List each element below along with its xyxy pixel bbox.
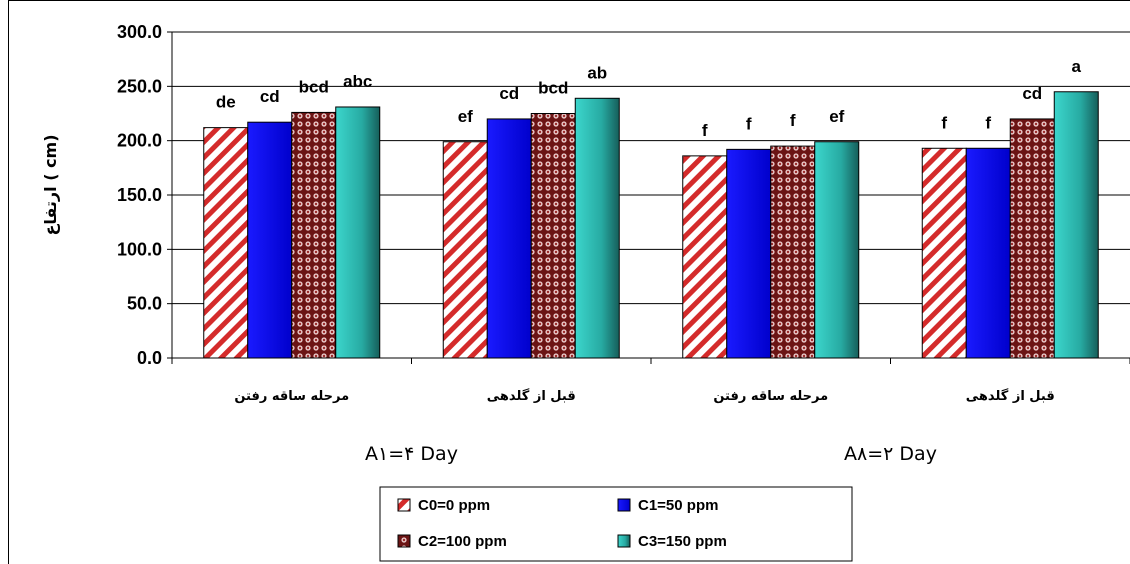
significance-label: f — [790, 111, 796, 130]
bar-c3 — [1053, 91, 1099, 359]
category-label: قبل از گلدهی — [487, 388, 576, 404]
significance-label: abc — [343, 72, 372, 91]
significance-label: cd — [260, 87, 280, 106]
significance-label: f — [746, 114, 752, 133]
chart-frame — [8, 0, 1130, 564]
bar-c1 — [486, 118, 532, 359]
significance-label: cd — [1022, 84, 1042, 103]
category-label: مرحله ساقه رفتن — [234, 389, 349, 404]
group-label: A١=۴ Day — [365, 443, 458, 465]
bar-c1 — [247, 121, 293, 359]
y-tick-label: 0.0 — [137, 348, 162, 368]
legend-label: C0=0 ppm — [418, 497, 490, 514]
legend-swatch — [397, 534, 411, 548]
bar-c0 — [203, 127, 249, 359]
significance-label: ef — [829, 107, 844, 126]
bar-c3 — [335, 106, 381, 359]
significance-label: f — [985, 113, 991, 132]
significance-label: bcd — [299, 77, 329, 96]
y-axis: 0.0 50.0 100.0 150.0 200.0 250.0 300.0 — [117, 22, 173, 368]
y-tick-label: 50.0 — [127, 294, 162, 314]
bars — [203, 91, 1099, 359]
group-label: A٢=٨ Day — [844, 443, 937, 465]
y-tick-label: 100.0 — [117, 239, 162, 259]
bar-c3 — [814, 141, 860, 359]
category-label: قبل از گلدهی — [966, 388, 1055, 404]
legend-label: C2=100 ppm — [418, 533, 507, 550]
y-tick-label: 250.0 — [117, 76, 162, 96]
bar-c0 — [442, 141, 488, 359]
y-tick-label: 300.0 — [117, 22, 162, 42]
y-axis-title: ارتفاع ( cm) — [41, 134, 60, 235]
x-axis: مرحله ساقه رفتن قبل از گلدهی مرحله ساقه رف… — [171, 357, 1130, 465]
bar-c0 — [682, 155, 728, 359]
significance-label: ab — [587, 63, 607, 82]
legend-swatch — [617, 498, 631, 512]
significance-label: bcd — [538, 79, 568, 98]
category-label: مرحله ساقه رفتن — [713, 389, 828, 404]
significance-label: ef — [458, 107, 473, 126]
bar-c3 — [574, 97, 620, 359]
significance-label: de — [216, 93, 236, 112]
bar-c1 — [726, 148, 772, 359]
legend-swatch — [397, 498, 411, 512]
y-tick-label: 200.0 — [117, 131, 162, 151]
legend-swatch — [617, 534, 631, 548]
legend-label: C3=150 ppm — [638, 533, 727, 550]
bar-c2 — [1009, 118, 1055, 359]
y-tick-label: 150.0 — [117, 185, 162, 205]
bar-c1 — [965, 147, 1011, 359]
significance-label: cd — [499, 84, 519, 103]
legend: C0=0 ppm C1=50 ppm C2=100 ppm C3=150 ppm — [379, 486, 853, 562]
significance-label: f — [702, 121, 708, 140]
legend-label: C1=50 ppm — [638, 497, 718, 514]
significance-label: a — [1072, 57, 1082, 76]
bar-c2 — [530, 113, 576, 359]
bar-c0 — [921, 147, 967, 359]
significance-label: f — [941, 113, 947, 132]
bar-c2 — [770, 145, 816, 359]
bar-c2 — [291, 111, 337, 359]
